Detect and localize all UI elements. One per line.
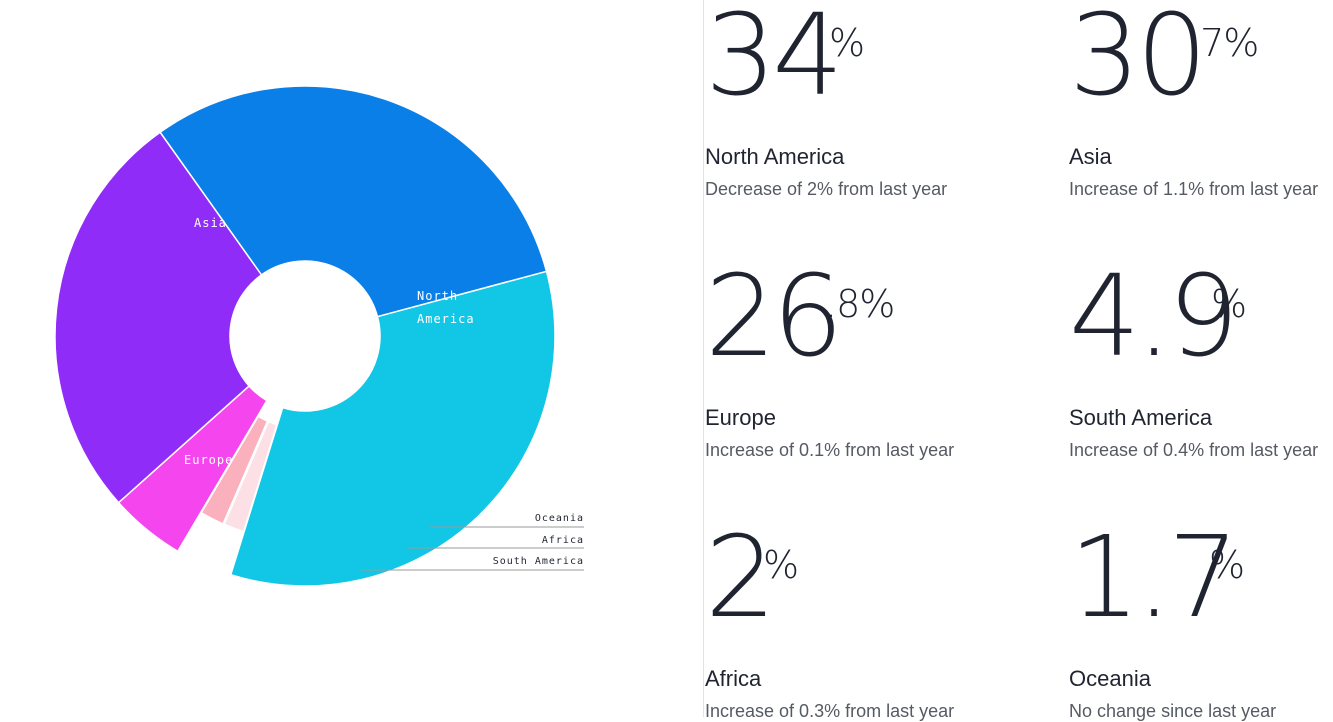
- donut-slices: [54, 85, 556, 587]
- stat-region: North America: [705, 144, 845, 169]
- stat-value: 26: [705, 252, 844, 382]
- stat-value: 30: [1069, 0, 1208, 121]
- stat-change: Increase of 1.1% from last year: [1069, 179, 1319, 199]
- stat-change: Increase of 0.3% from last year: [705, 701, 955, 721]
- stat-value: 34: [705, 0, 844, 121]
- stat-europe: 26 .8% Europe Increase of 0.1% from last…: [705, 261, 975, 461]
- stat-africa: 2 % Africa Increase of 0.3% from last ye…: [705, 522, 975, 722]
- stat-suffix: .8%: [825, 282, 895, 326]
- stat-north-america: 34 % North America Decrease of 2% from l…: [705, 0, 975, 200]
- stat-region: South America: [1069, 405, 1213, 430]
- stat-asia: 30 .7% Asia Increase of 1.1% from last y…: [1069, 0, 1333, 200]
- stat-figure: 34 %: [705, 0, 975, 138]
- stat-change: Increase of 0.1% from last year: [705, 440, 955, 460]
- callout-label-africa: Africa: [542, 535, 584, 546]
- stat-value: 1.7: [1069, 513, 1239, 643]
- slice-label-europe: Europe: [184, 453, 233, 467]
- callout-label-oceania: Oceania: [535, 513, 584, 524]
- stat-oceania: 1.7 % Oceania No change since last year: [1069, 522, 1333, 722]
- stat-suffix: %: [1211, 282, 1247, 326]
- stat-region: Asia: [1069, 144, 1112, 169]
- slice-oceania: [223, 420, 278, 533]
- slice-label-north-america-line2: America: [417, 312, 475, 326]
- stat-figure: 4.9 %: [1069, 261, 1333, 399]
- stat-figure: 2 %: [705, 522, 975, 660]
- stat-value: 2: [705, 513, 776, 643]
- stat-figure: 1.7 %: [1069, 522, 1333, 660]
- donut-chart-svg: Asia North America Europe Oceania Africa…: [54, 85, 584, 587]
- slice-label-north-america-line1: North: [417, 289, 458, 303]
- stat-region: Oceania: [1069, 666, 1151, 691]
- stat-value: 4.9: [1069, 252, 1239, 382]
- stat-change: Decrease of 2% from last year: [705, 179, 948, 199]
- stat-figure: 26 .8%: [705, 261, 975, 399]
- stat-figure: 30 .7%: [1069, 0, 1333, 138]
- stat-suffix: %: [763, 543, 799, 587]
- slice-north-america: [229, 270, 556, 587]
- stat-change: No change since last year: [1069, 701, 1277, 721]
- callout-lines: [362, 526, 584, 571]
- slice-label-asia: Asia: [194, 216, 227, 230]
- callout-label-south-america: South America: [493, 556, 584, 567]
- donut-chart: Asia North America Europe Oceania Africa…: [54, 85, 584, 587]
- stat-change: Increase of 0.4% from last year: [1069, 440, 1319, 460]
- slice-europe: [54, 131, 263, 504]
- stat-region: Africa: [705, 666, 762, 691]
- slice-asia: [159, 85, 548, 318]
- stat-suffix: .7%: [1189, 21, 1259, 65]
- stat-suffix: %: [829, 21, 865, 65]
- stat-south-america: 4.9 % South America Increase of 0.4% fro…: [1069, 261, 1333, 461]
- stat-region: Europe: [705, 405, 776, 430]
- vertical-divider: [703, 0, 704, 717]
- stat-suffix: %: [1209, 543, 1245, 587]
